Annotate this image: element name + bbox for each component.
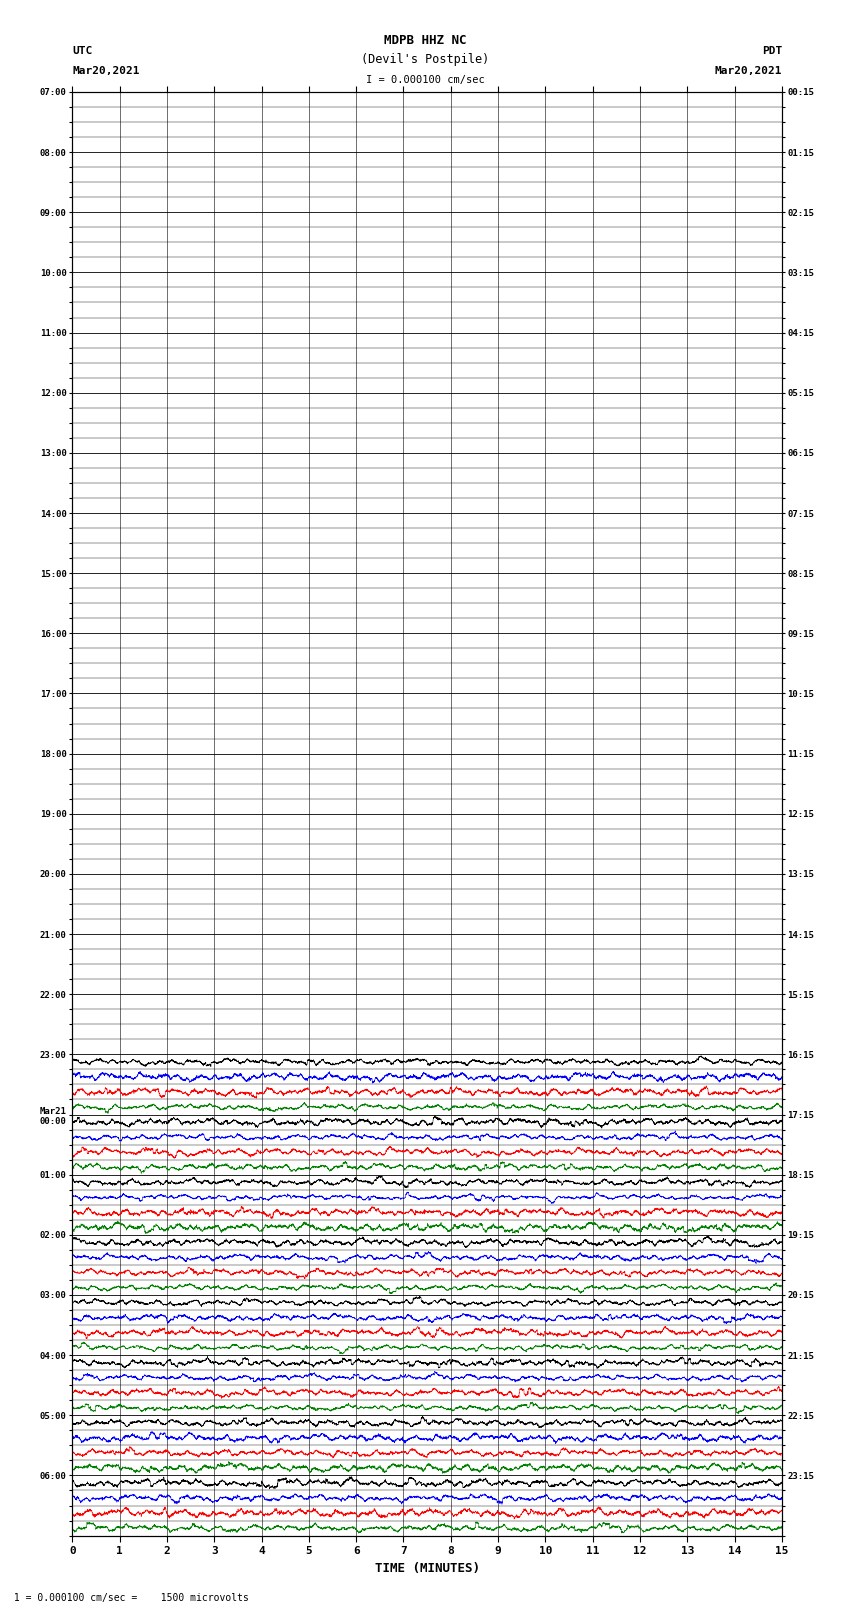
Text: MDPB HHZ NC: MDPB HHZ NC [383, 34, 467, 47]
Text: (Devil's Postpile): (Devil's Postpile) [361, 53, 489, 66]
Text: I = 0.000100 cm/sec: I = 0.000100 cm/sec [366, 76, 484, 85]
Text: 1 = 0.000100 cm/sec =    1500 microvolts: 1 = 0.000100 cm/sec = 1500 microvolts [8, 1594, 249, 1603]
Text: Mar20,2021: Mar20,2021 [715, 66, 782, 76]
Text: PDT: PDT [762, 47, 782, 56]
Text: UTC: UTC [72, 47, 93, 56]
Text: Mar20,2021: Mar20,2021 [72, 66, 139, 76]
X-axis label: TIME (MINUTES): TIME (MINUTES) [375, 1561, 479, 1574]
